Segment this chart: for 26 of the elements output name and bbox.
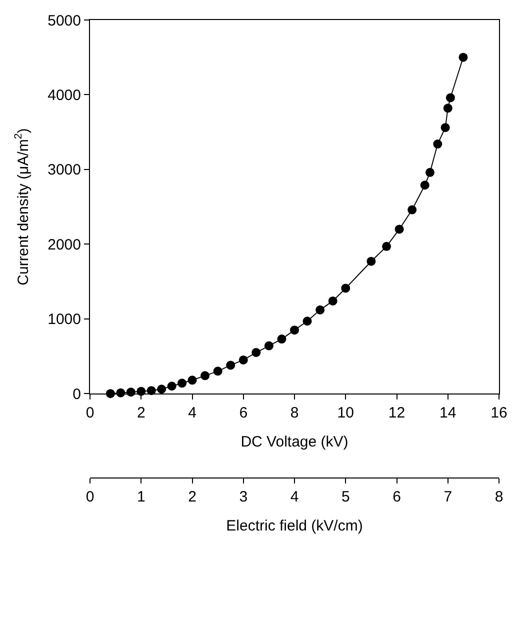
x2-tick-label: 3 — [239, 488, 248, 506]
x-tick-label: 16 — [490, 404, 508, 422]
y-tick-label: 4000 — [48, 86, 81, 104]
x-tick-label: 0 — [86, 404, 94, 422]
y-tick-label: 1000 — [48, 311, 81, 328]
x-tick-label: 14 — [440, 404, 456, 422]
x2-tick-label: 0 — [86, 488, 94, 506]
x-tick-label: 10 — [337, 404, 354, 422]
x2-axis-title: Electric field (kV/cm) — [226, 518, 363, 535]
x-tick-label: 6 — [239, 404, 248, 422]
x2-tick-label: 4 — [290, 488, 299, 506]
y-tick-label: 3000 — [48, 162, 81, 179]
x-tick-label: 4 — [188, 404, 196, 422]
y-tick-label: 2000 — [48, 236, 81, 254]
y-tick-label: 5000 — [48, 12, 81, 30]
y-tick-label: 0 — [72, 386, 81, 403]
x2-tick-label: 8 — [494, 488, 504, 506]
x-tick-label: 12 — [388, 404, 406, 422]
x-axis-title: DC Voltage (kV) — [240, 434, 348, 451]
x2-tick-label: 1 — [136, 488, 146, 506]
x2-tick-label: 5 — [341, 488, 350, 506]
x2-tick-label: 6 — [392, 488, 401, 506]
x-tick-label: 2 — [136, 404, 146, 422]
x2-tick-label: 7 — [444, 488, 452, 506]
x2-tick-label: 2 — [188, 488, 196, 506]
x-tick-label: 8 — [290, 404, 299, 422]
